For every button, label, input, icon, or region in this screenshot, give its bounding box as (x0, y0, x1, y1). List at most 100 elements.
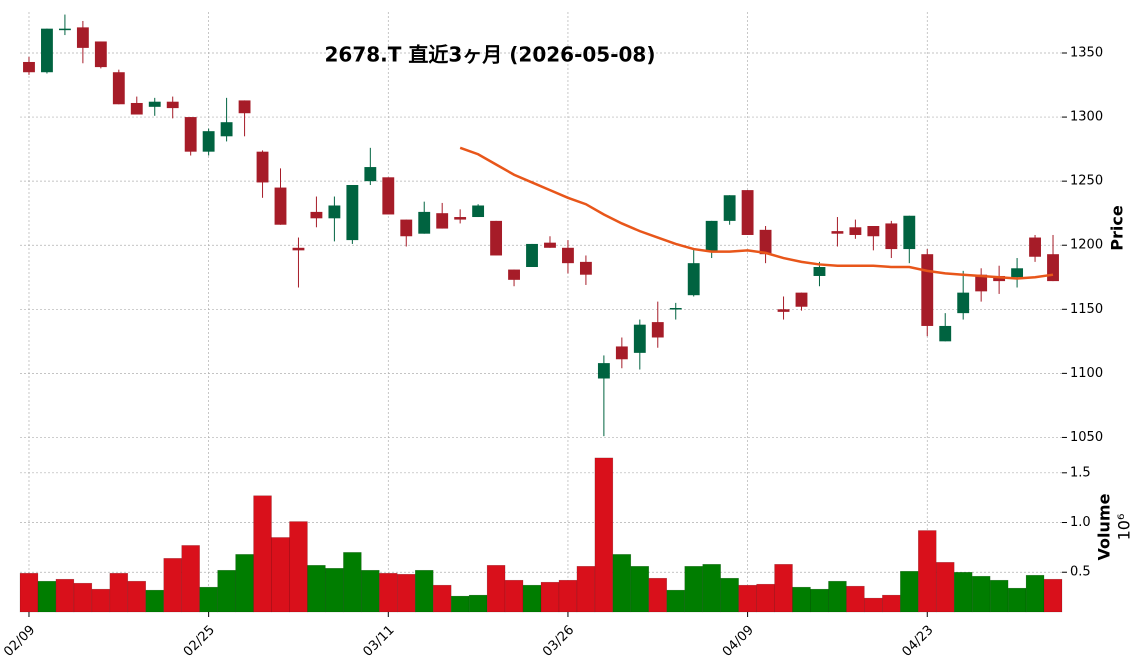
candle-body (669, 308, 682, 310)
candle-body (310, 211, 323, 219)
volume-bar (774, 564, 793, 613)
candle-body (436, 213, 449, 229)
volume-bar (558, 579, 578, 613)
offset-label: 10⁶ (1115, 514, 1134, 541)
candle-body (597, 363, 610, 379)
y-axis-label: Price (1108, 205, 1127, 251)
volume-bar (181, 545, 200, 613)
volume-bar (468, 594, 488, 613)
candle-body (939, 325, 952, 342)
candle-body (993, 275, 1006, 282)
moving-average-line (459, 146, 1054, 280)
candle-body (1047, 254, 1059, 282)
candle-body (76, 27, 89, 48)
candle-body (813, 267, 826, 276)
y-axis-label: Volume (1095, 493, 1114, 560)
x-tick-label: 02/09 (1, 623, 38, 660)
volume-bar (163, 558, 182, 613)
volume-bar (343, 552, 362, 613)
candle-body (41, 28, 53, 73)
candle-body (705, 220, 718, 252)
volume-bar (953, 571, 973, 613)
volume-bar (19, 572, 39, 613)
candle-body (723, 195, 736, 221)
volume-bar (971, 575, 991, 613)
volume-bar (55, 578, 75, 613)
volume-bar (504, 579, 524, 613)
candle-body (364, 167, 377, 182)
volume-bar (522, 584, 542, 613)
candle-body (292, 247, 305, 251)
candle-body (741, 190, 754, 235)
volume-bar (702, 564, 721, 613)
volume-bar (217, 569, 236, 613)
y-tick-label: 1350 (1070, 46, 1103, 61)
volume-bar (810, 588, 829, 613)
candle-body (1029, 237, 1041, 257)
volume-bar (361, 569, 380, 613)
candle-body (508, 269, 520, 280)
candle-body (58, 28, 71, 31)
candle-body (615, 346, 628, 360)
x-tick-label: 04/09 (720, 623, 757, 660)
candle-body (166, 101, 179, 109)
candle-body (795, 292, 808, 307)
y-tick-label: 1250 (1070, 174, 1103, 189)
candle-body (238, 100, 251, 114)
candle-body (831, 231, 844, 234)
volume-bar (37, 580, 57, 613)
candle-body (256, 151, 269, 183)
y-tick-label: 1300 (1070, 110, 1103, 125)
chart-title: 2678.T 直近3ヶ月 (2026-05-08) (325, 43, 656, 67)
volume-bar (594, 457, 614, 613)
volume-bar (307, 565, 326, 613)
candle-body (220, 122, 233, 137)
candle-body (490, 220, 503, 256)
candle-body (921, 254, 934, 326)
x-tick-label: 04/23 (899, 623, 936, 660)
candle-body (202, 131, 215, 152)
volume-bar (127, 580, 147, 613)
candle-body (885, 223, 898, 250)
candle-body (975, 274, 988, 292)
y-tick-label: 1.0 (1070, 515, 1091, 530)
volume-bar (720, 577, 739, 613)
volume-bar (91, 588, 111, 613)
volume-bar (109, 572, 129, 613)
candle-body (94, 41, 107, 68)
candle-body (957, 292, 970, 314)
y-tick-label: 1050 (1070, 430, 1103, 445)
volume-bar (612, 554, 632, 613)
volume-bar (918, 530, 937, 613)
volume-bar (414, 569, 434, 613)
candle-body (346, 184, 359, 241)
candle-body (526, 243, 538, 268)
y-tick-label: 1200 (1070, 238, 1103, 253)
volume-bar (1007, 587, 1027, 613)
volume-bar (325, 568, 344, 613)
volume-bar (253, 495, 272, 613)
candle-body (579, 261, 592, 275)
volume-bar (738, 584, 757, 613)
candle-body (328, 205, 341, 219)
volume-bar (828, 580, 847, 613)
candle-body (130, 102, 143, 115)
volume-bar (271, 537, 290, 613)
candle-body (759, 229, 772, 255)
candle-body (454, 217, 467, 220)
volume-bar (989, 579, 1009, 613)
volume-bar (935, 562, 955, 613)
volume-bar (846, 585, 865, 613)
y-tick-label: 1100 (1070, 366, 1103, 381)
volume-bar (630, 566, 650, 613)
candle-body (148, 101, 161, 107)
volume-bar (648, 577, 668, 613)
volume-bar (199, 586, 218, 613)
x-tick-label: 03/26 (540, 623, 577, 660)
volume-bar (450, 595, 470, 613)
x-tick-label: 02/25 (181, 623, 218, 660)
volume-bar (235, 554, 254, 613)
volume-bar (756, 583, 775, 613)
x-tick-label: 03/11 (360, 623, 397, 660)
